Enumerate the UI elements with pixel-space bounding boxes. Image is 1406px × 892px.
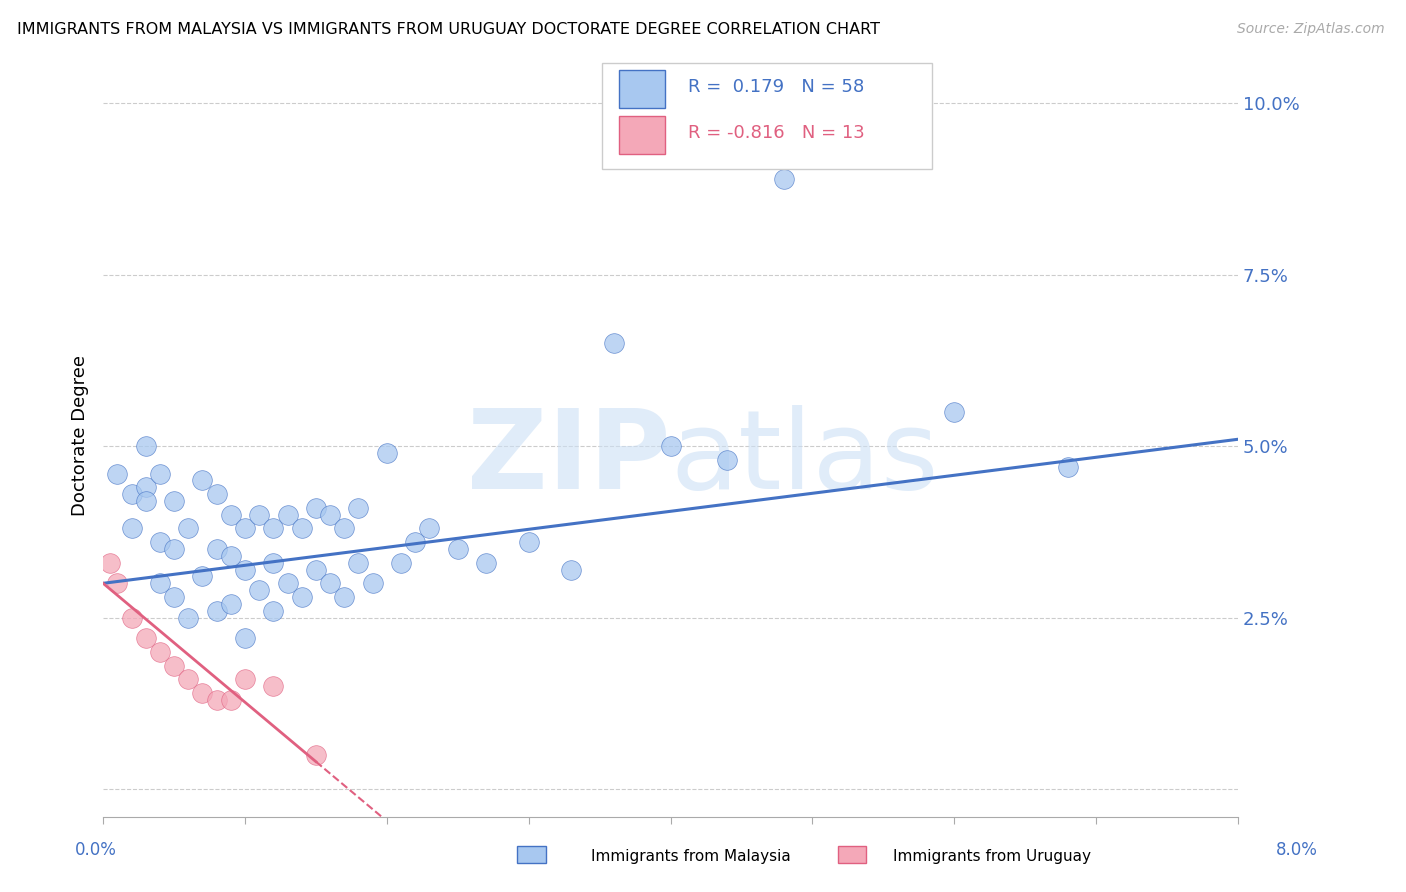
Point — [149, 535, 172, 549]
Point — [319, 576, 342, 591]
Point — [219, 508, 242, 522]
Point — [603, 336, 626, 351]
Y-axis label: Doctorate Degree: Doctorate Degree — [72, 355, 89, 516]
Point — [177, 521, 200, 535]
Text: 8.0%: 8.0% — [1275, 841, 1317, 859]
Point — [177, 610, 200, 624]
Point — [149, 645, 172, 659]
Point — [305, 563, 328, 577]
Point — [347, 556, 370, 570]
Point — [121, 487, 143, 501]
Text: Source: ZipAtlas.com: Source: ZipAtlas.com — [1237, 22, 1385, 37]
Point — [716, 453, 738, 467]
Point — [233, 563, 256, 577]
FancyBboxPatch shape — [603, 62, 932, 169]
Text: IMMIGRANTS FROM MALAYSIA VS IMMIGRANTS FROM URUGUAY DOCTORATE DEGREE CORRELATION: IMMIGRANTS FROM MALAYSIA VS IMMIGRANTS F… — [17, 22, 880, 37]
Point — [305, 500, 328, 515]
Text: R =  0.179   N = 58: R = 0.179 N = 58 — [688, 78, 863, 96]
Point — [404, 535, 426, 549]
Point — [135, 439, 157, 453]
Point — [277, 576, 299, 591]
Point — [205, 487, 228, 501]
Point — [191, 569, 214, 583]
Point — [205, 541, 228, 556]
Point — [347, 500, 370, 515]
Point — [219, 693, 242, 707]
Point — [389, 556, 412, 570]
FancyBboxPatch shape — [620, 116, 665, 154]
Point — [233, 631, 256, 645]
Point — [1056, 459, 1078, 474]
Point — [560, 563, 582, 577]
Point — [205, 604, 228, 618]
Point — [121, 521, 143, 535]
Point — [375, 446, 398, 460]
Point — [291, 590, 314, 604]
Point — [247, 508, 270, 522]
Point — [191, 474, 214, 488]
Point — [319, 508, 342, 522]
Point — [219, 549, 242, 563]
Point — [333, 590, 356, 604]
Point — [98, 556, 121, 570]
Point — [163, 658, 186, 673]
Text: ZIP: ZIP — [467, 405, 671, 512]
Point — [105, 576, 128, 591]
Point — [333, 521, 356, 535]
Point — [219, 597, 242, 611]
Point — [475, 556, 498, 570]
Point — [105, 467, 128, 481]
Point — [659, 439, 682, 453]
Point — [135, 480, 157, 494]
Point — [191, 686, 214, 700]
Point — [177, 673, 200, 687]
Text: Immigrants from Malaysia: Immigrants from Malaysia — [591, 849, 790, 864]
FancyBboxPatch shape — [620, 70, 665, 109]
Point — [135, 631, 157, 645]
Point — [447, 541, 470, 556]
Point — [361, 576, 384, 591]
Text: 0.0%: 0.0% — [75, 841, 117, 859]
Point — [135, 494, 157, 508]
Point — [233, 521, 256, 535]
Point — [517, 535, 540, 549]
Point — [262, 604, 284, 618]
Point — [247, 583, 270, 598]
Point — [163, 590, 186, 604]
Point — [844, 110, 866, 124]
Text: atlas: atlas — [671, 405, 939, 512]
Point — [277, 508, 299, 522]
Text: Immigrants from Uruguay: Immigrants from Uruguay — [893, 849, 1091, 864]
Point — [773, 171, 796, 186]
Point — [233, 673, 256, 687]
Point — [262, 679, 284, 693]
Point — [205, 693, 228, 707]
Point — [121, 610, 143, 624]
Point — [305, 747, 328, 762]
Point — [291, 521, 314, 535]
Point — [163, 541, 186, 556]
Point — [163, 494, 186, 508]
Point — [418, 521, 440, 535]
Point — [262, 556, 284, 570]
Point — [149, 576, 172, 591]
Point — [149, 467, 172, 481]
Point — [262, 521, 284, 535]
Text: R = -0.816   N = 13: R = -0.816 N = 13 — [688, 124, 865, 142]
Point — [943, 405, 966, 419]
